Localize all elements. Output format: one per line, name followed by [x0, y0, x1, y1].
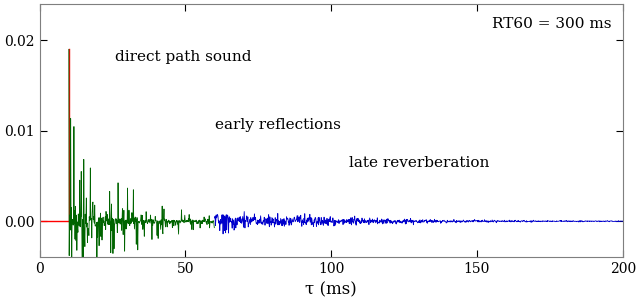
- Text: direct path sound: direct path sound: [115, 50, 252, 64]
- X-axis label: τ (ms): τ (ms): [305, 282, 357, 299]
- Text: RT60 = 300 ms: RT60 = 300 ms: [492, 17, 611, 31]
- Text: early reflections: early reflections: [214, 118, 340, 132]
- Text: late reverberation: late reverberation: [349, 156, 489, 170]
